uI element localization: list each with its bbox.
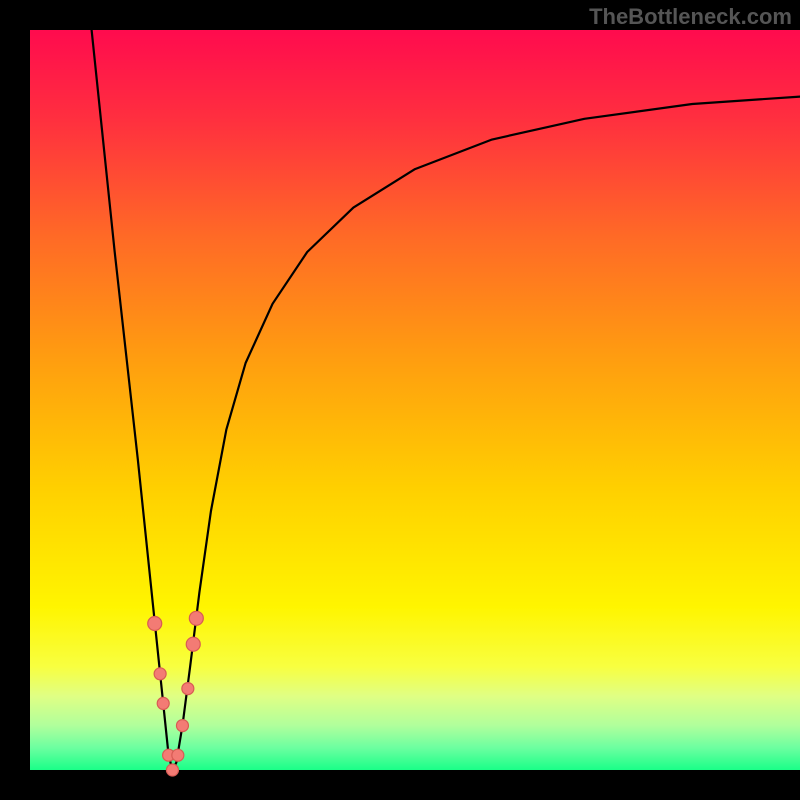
data-marker: [148, 616, 162, 630]
data-marker: [176, 720, 188, 732]
plot-background: [30, 30, 800, 770]
data-marker: [166, 764, 178, 776]
data-marker: [182, 683, 194, 695]
data-marker: [189, 611, 203, 625]
data-marker: [157, 697, 169, 709]
data-marker: [172, 749, 184, 761]
data-marker: [154, 668, 166, 680]
watermark-text: TheBottleneck.com: [589, 4, 792, 30]
data-marker: [186, 637, 200, 651]
chart-container: { "meta": { "width": 800, "height": 800,…: [0, 0, 800, 800]
bottleneck-chart: [0, 0, 800, 800]
